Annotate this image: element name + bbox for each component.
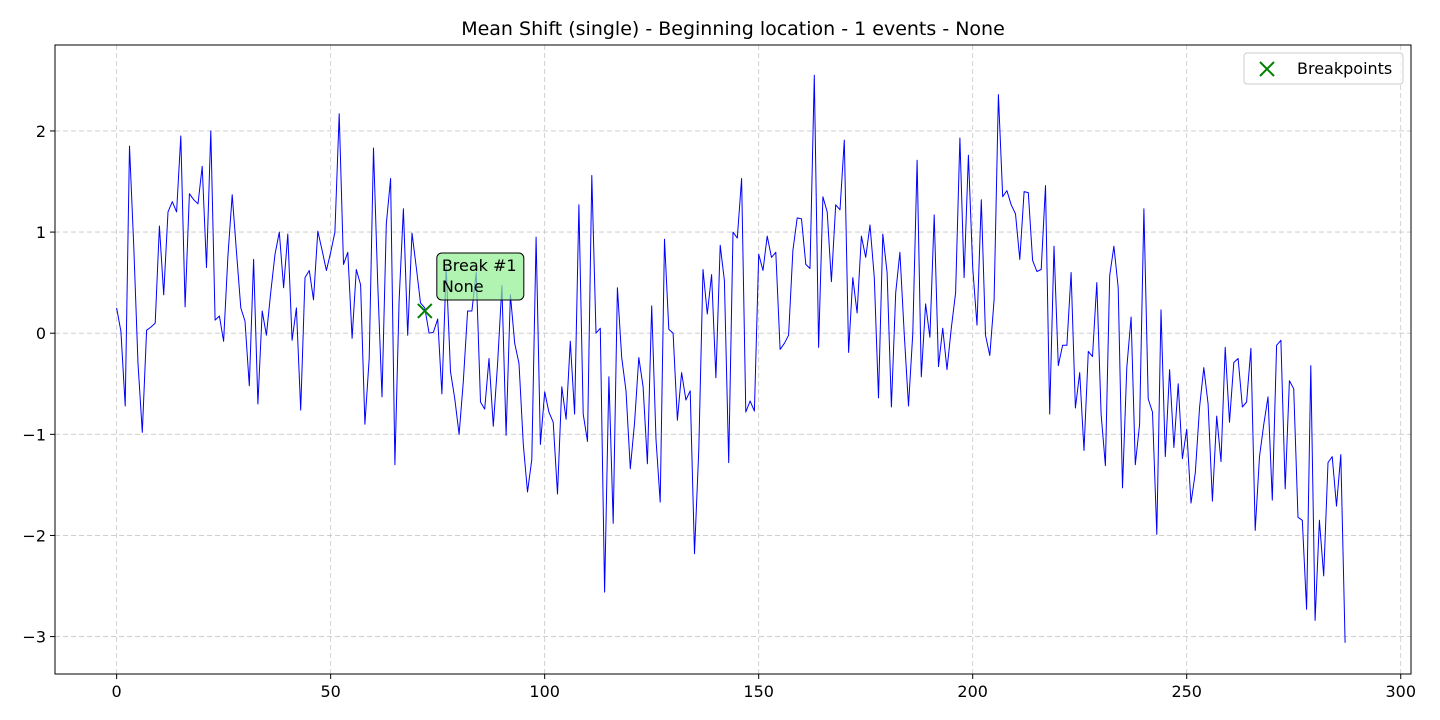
x-tick-label: 250 (1171, 682, 1202, 701)
legend-marker-x-icon (1259, 61, 1275, 77)
annotation-text: Break #1 (442, 256, 517, 275)
breakpoint-marker (417, 303, 433, 319)
x-tick-label: 100 (529, 682, 560, 701)
annotation-text: None (442, 277, 484, 296)
x-stroke (1259, 61, 1275, 77)
x-stroke (417, 303, 433, 319)
y-tick-label: −3 (22, 628, 46, 647)
y-tick-label: −2 (22, 526, 46, 545)
y-tick-label: 0 (36, 324, 46, 343)
x-tick-label: 50 (320, 682, 340, 701)
series-line (116, 74, 1346, 643)
x-tick-label: 300 (1385, 682, 1416, 701)
y-axis-ticks: −3 −2 −1 0 1 2 (22, 122, 55, 647)
plot-frame (54, 44, 1412, 675)
x-tick-label: 200 (957, 682, 988, 701)
legend-box (1243, 52, 1404, 85)
legend-breakpoint-marker (1259, 61, 1275, 77)
y-tick-label: 1 (36, 223, 46, 242)
x-tick-label: 0 (112, 682, 122, 701)
legend: Breakpoints (1243, 52, 1404, 85)
breakpoints-group (417, 303, 433, 319)
grid (55, 45, 1411, 674)
breakpoint-annotation: Break #1 None (436, 252, 525, 301)
annotations-group: Break #1 None (436, 252, 525, 301)
x-axis-ticks: 0 50 100 150 200 250 300 (112, 674, 1416, 701)
series-group (116, 74, 1346, 643)
legend-label: Breakpoints (1297, 59, 1392, 78)
y-tick-label: −1 (22, 425, 46, 444)
annotation-box (436, 252, 525, 301)
chart-title: Mean Shift (single) - Beginning location… (461, 18, 1005, 40)
y-tick-label: 2 (36, 122, 46, 141)
x-tick-label: 150 (743, 682, 774, 701)
